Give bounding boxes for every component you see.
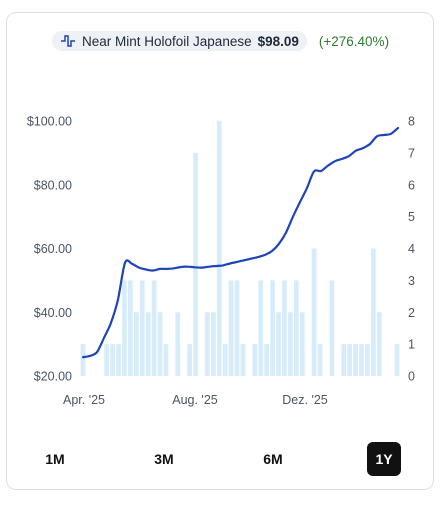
x-tick-label: Dez. '25 bbox=[282, 393, 328, 407]
volume-bar bbox=[205, 312, 210, 376]
x-tick-label: Apr. '25 bbox=[63, 393, 105, 407]
y-right-tick-label: 4 bbox=[408, 242, 415, 256]
volume-bar bbox=[110, 344, 115, 376]
volume-bar bbox=[288, 312, 293, 376]
y-left-tick-label: $100.00 bbox=[27, 115, 72, 129]
x-tick-label: Aug. '25 bbox=[172, 393, 218, 407]
volume-bar bbox=[216, 121, 222, 376]
y-right-tick-label: 2 bbox=[408, 306, 415, 320]
legend-series-name: Near Mint Holofoil Japanese bbox=[82, 33, 252, 49]
y-left-tick-label: $60.00 bbox=[34, 242, 72, 256]
y-right-tick-label: 5 bbox=[408, 210, 415, 224]
legend-price: $98.09 bbox=[257, 33, 299, 49]
y-right-tick-label: 3 bbox=[408, 274, 415, 288]
volume-bar bbox=[210, 312, 216, 376]
volume-bar bbox=[139, 280, 145, 376]
volume-bar bbox=[252, 344, 258, 376]
volume-bar bbox=[376, 312, 382, 376]
volume-bar bbox=[234, 280, 240, 376]
volume-bar bbox=[163, 344, 169, 376]
volume-bar bbox=[240, 344, 246, 376]
pulse-line-icon bbox=[61, 35, 75, 47]
range-3m-button[interactable]: 3M bbox=[154, 451, 174, 467]
volume-bar bbox=[145, 312, 151, 376]
volume-bar bbox=[359, 344, 364, 376]
range-1y-button[interactable]: 1Y bbox=[367, 442, 401, 476]
volume-bar bbox=[222, 344, 228, 376]
volume-bar bbox=[228, 280, 234, 376]
volume-bar bbox=[133, 312, 139, 376]
volume-bar bbox=[317, 344, 323, 376]
volume-bar bbox=[299, 312, 305, 376]
price-change: (+276.40%) bbox=[318, 33, 390, 49]
volume-bar bbox=[341, 344, 347, 376]
y-right-tick-label: 1 bbox=[408, 338, 415, 352]
volume-bar bbox=[270, 280, 275, 376]
y-left-tick-label: $40.00 bbox=[34, 306, 72, 320]
volume-bar bbox=[151, 280, 157, 376]
volume-bar bbox=[104, 344, 110, 376]
volume-bar bbox=[276, 312, 281, 376]
y-right-tick-label: 0 bbox=[408, 370, 415, 384]
volume-bar bbox=[122, 280, 127, 376]
volume-bar bbox=[370, 248, 376, 376]
legend: Near Mint Holofoil Japanese $98.09 (+276… bbox=[52, 30, 389, 52]
volume-bar bbox=[293, 280, 299, 376]
volume-bar bbox=[157, 312, 163, 376]
y-left-tick-label: $80.00 bbox=[34, 178, 72, 192]
volume-bar bbox=[347, 344, 352, 376]
price-line bbox=[81, 126, 400, 359]
range-6m-button[interactable]: 6M bbox=[263, 451, 283, 467]
volume-bar bbox=[187, 344, 192, 376]
volume-bar bbox=[116, 344, 121, 376]
y-right-tick-label: 8 bbox=[408, 115, 415, 129]
volume-bar bbox=[394, 344, 400, 376]
volume-bar bbox=[128, 280, 133, 376]
volume-bar bbox=[353, 344, 358, 376]
volume-bar bbox=[329, 280, 335, 376]
volume-bar bbox=[311, 248, 317, 376]
y-left-tick-label: $20.00 bbox=[34, 370, 72, 384]
y-right-tick-label: 7 bbox=[408, 146, 415, 160]
volume-bar bbox=[264, 344, 270, 376]
range-1m-button[interactable]: 1M bbox=[45, 451, 65, 467]
volume-bar bbox=[193, 152, 198, 376]
y-right-tick-label: 6 bbox=[408, 178, 415, 192]
volume-bar bbox=[365, 344, 370, 376]
volume-bar bbox=[175, 312, 181, 376]
legend-item[interactable]: Near Mint Holofoil Japanese $98.09 bbox=[52, 31, 307, 51]
volume-bar bbox=[258, 280, 264, 376]
volume-bar bbox=[282, 280, 287, 376]
volume-bar bbox=[80, 344, 86, 376]
